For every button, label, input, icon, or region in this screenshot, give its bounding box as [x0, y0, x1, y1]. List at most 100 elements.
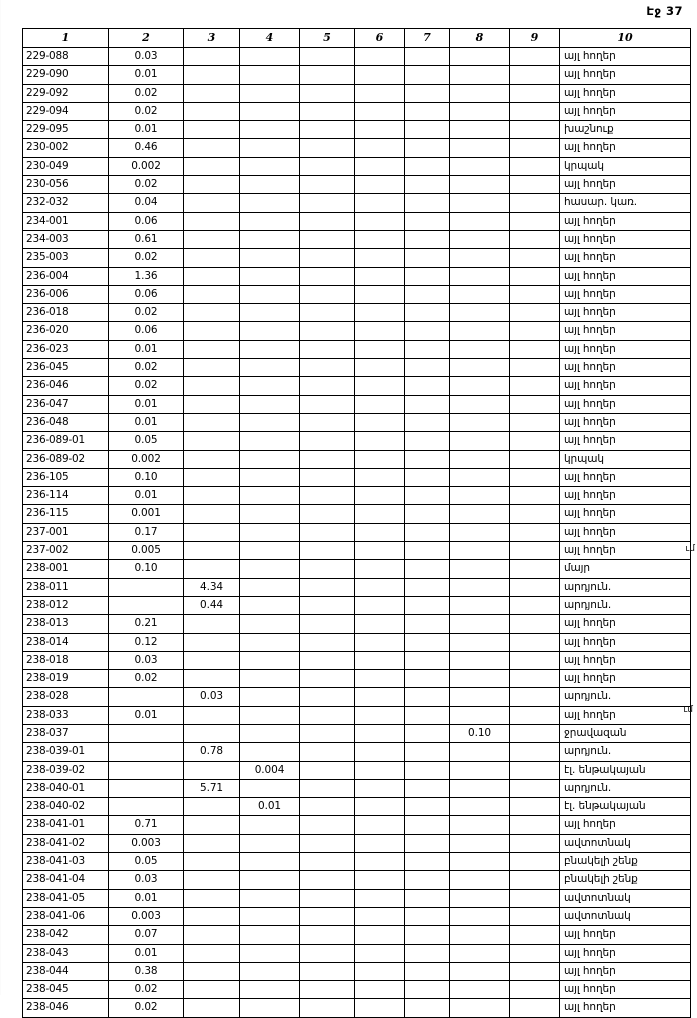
cell-land-use-note: այլ հողեր	[559, 431, 691, 451]
cell-value-col-4	[239, 906, 300, 927]
table-row: 236-115 0.001 այլ հողեր	[22, 504, 691, 524]
cell-value-col-4	[239, 504, 300, 524]
cell-value-col-5	[299, 394, 355, 414]
table-row: 229-092 0.02 այլ հողեր	[22, 83, 691, 103]
cell-value-col-7	[404, 376, 450, 396]
cell-value-col-2: 0.04	[108, 193, 184, 213]
cell-value-col-9	[509, 376, 560, 396]
cell-value-col-3	[183, 943, 240, 963]
cell-value-col-2: 0.02	[108, 83, 184, 103]
cell-value-col-3	[183, 980, 240, 1000]
cell-value-col-5	[299, 303, 355, 323]
cell-value-col-6	[354, 266, 405, 286]
cell-land-use-note: այլ հողեր	[559, 138, 691, 158]
column-header-1: 1	[22, 28, 109, 48]
cell-value-col-3	[183, 358, 240, 378]
cell-value-col-3	[183, 211, 240, 231]
cell-land-use-note: այլ հողեր	[559, 358, 691, 378]
cell-value-col-7	[404, 486, 450, 506]
cell-value-col-8	[449, 614, 510, 634]
column-header-10: 10	[559, 28, 691, 48]
cell-land-use-note: այլ հողեր	[559, 101, 691, 122]
cell-value-col-8	[449, 650, 510, 671]
table-row: 236-020 0.06 այլ հողեր	[22, 321, 691, 341]
cell-value-col-5	[299, 943, 355, 963]
cell-value-col-9	[509, 760, 560, 780]
cell-value-col-3	[183, 138, 240, 158]
cell-value-col-7	[404, 449, 450, 469]
cell-value-col-6	[354, 595, 405, 616]
table-row: 238-039-02 0.004 էլ. ենթակայան	[22, 760, 691, 780]
cell-value-col-8	[449, 833, 510, 854]
cell-value-col-5	[299, 138, 355, 158]
cell-parcel-code: 238-039-01	[22, 742, 109, 762]
cell-value-col-9	[509, 961, 560, 982]
cell-land-use-note: ավտոտնակ	[559, 906, 691, 927]
cell-value-col-9	[509, 980, 560, 1000]
cell-value-col-9	[509, 815, 560, 835]
cell-land-use-note: այլ հողեր	[559, 632, 691, 652]
cell-value-col-4	[239, 522, 300, 543]
cell-value-col-2: 0.02	[108, 358, 184, 378]
cell-value-col-3	[183, 156, 240, 177]
table-row: 236-114 0.01 այլ հողեր	[22, 486, 691, 506]
cell-land-use-note: այլ հողեր	[559, 541, 691, 561]
cell-value-col-8	[449, 815, 510, 835]
cell-value-col-3: 0.44	[183, 595, 240, 616]
cell-parcel-code: 238-039-02	[22, 760, 109, 780]
cell-land-use-note: մայր	[559, 559, 691, 579]
cell-value-col-4	[239, 669, 300, 689]
table-row: 238-033 0.01 այլ հողեր	[22, 705, 691, 725]
cell-value-col-9	[509, 723, 560, 744]
cell-value-col-4	[239, 614, 300, 634]
cell-value-col-5	[299, 797, 355, 817]
table-row: 238-011 4.34 արդյուն.	[22, 577, 691, 597]
cell-value-col-7	[404, 998, 450, 1018]
cell-value-col-3	[183, 83, 240, 103]
cell-value-col-7	[404, 266, 450, 286]
table-row: 238-046 0.02 այլ հողեր	[22, 998, 691, 1018]
cell-value-col-9	[509, 522, 560, 543]
cell-value-col-8	[449, 687, 510, 707]
cell-land-use-note: արդյուն.	[559, 595, 691, 616]
cell-land-use-note: արդյուն.	[559, 687, 691, 707]
cell-value-col-9	[509, 705, 560, 725]
cell-parcel-code: 236-023	[22, 339, 109, 360]
cell-land-use-note: այլ հողեր	[559, 175, 691, 195]
cell-value-col-6	[354, 815, 405, 835]
cell-value-col-2	[108, 687, 184, 707]
cell-land-use-note: այլ հողեր	[559, 46, 691, 67]
cell-parcel-code: 238-014	[22, 632, 109, 652]
cell-value-col-8	[449, 870, 510, 890]
cell-value-col-2: 0.46	[108, 138, 184, 158]
cell-value-col-3	[183, 376, 240, 396]
cell-value-col-5	[299, 870, 355, 890]
cell-value-col-4	[239, 65, 300, 85]
cell-value-col-7	[404, 559, 450, 579]
cell-land-use-note: այլ հողեր	[559, 980, 691, 1000]
cell-land-use-note: արդյուն.	[559, 778, 691, 799]
cell-value-col-2: 0.02	[108, 998, 184, 1018]
cell-value-col-6	[354, 284, 405, 305]
column-header-3: 3	[183, 28, 240, 48]
cell-value-col-7	[404, 175, 450, 195]
column-header-2: 2	[108, 28, 184, 48]
cell-value-col-6	[354, 687, 405, 707]
table-row: 238-013 0.21 այլ հողեր	[22, 614, 691, 634]
cell-value-col-7	[404, 687, 450, 707]
cell-value-col-4	[239, 943, 300, 963]
cell-value-col-8	[449, 376, 510, 396]
cell-value-col-2: 0.003	[108, 906, 184, 927]
cell-value-col-2: 0.001	[108, 504, 184, 524]
table-row: 238-043 0.01 այլ հողեր	[22, 943, 691, 963]
table-row: 236-018 0.02 այլ հողեր	[22, 303, 691, 323]
cell-value-col-4	[239, 321, 300, 341]
margin-annotation: ւմ	[683, 705, 693, 715]
cell-value-col-5	[299, 321, 355, 341]
cell-land-use-note: այլ հողեր	[559, 467, 691, 488]
cell-value-col-8	[449, 431, 510, 451]
cell-value-col-2: 0.003	[108, 833, 184, 854]
column-header-5: 5	[299, 28, 355, 48]
cell-parcel-code: 230-002	[22, 138, 109, 158]
cell-value-col-6	[354, 650, 405, 671]
